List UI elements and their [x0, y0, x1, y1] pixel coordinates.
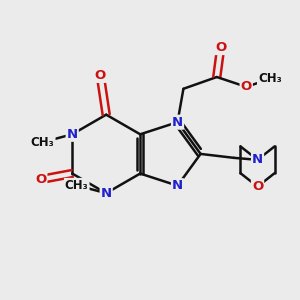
Text: CH₃: CH₃	[31, 136, 55, 148]
Text: N: N	[252, 153, 263, 166]
Text: O: O	[241, 80, 252, 93]
Text: N: N	[172, 116, 183, 129]
Text: O: O	[35, 173, 46, 186]
Text: O: O	[95, 69, 106, 82]
Text: O: O	[252, 180, 263, 193]
Text: N: N	[172, 179, 183, 192]
Text: N: N	[67, 128, 78, 141]
Text: CH₃: CH₃	[258, 73, 282, 85]
Text: O: O	[215, 41, 226, 54]
Text: CH₃: CH₃	[65, 179, 88, 192]
Text: N: N	[100, 187, 112, 200]
